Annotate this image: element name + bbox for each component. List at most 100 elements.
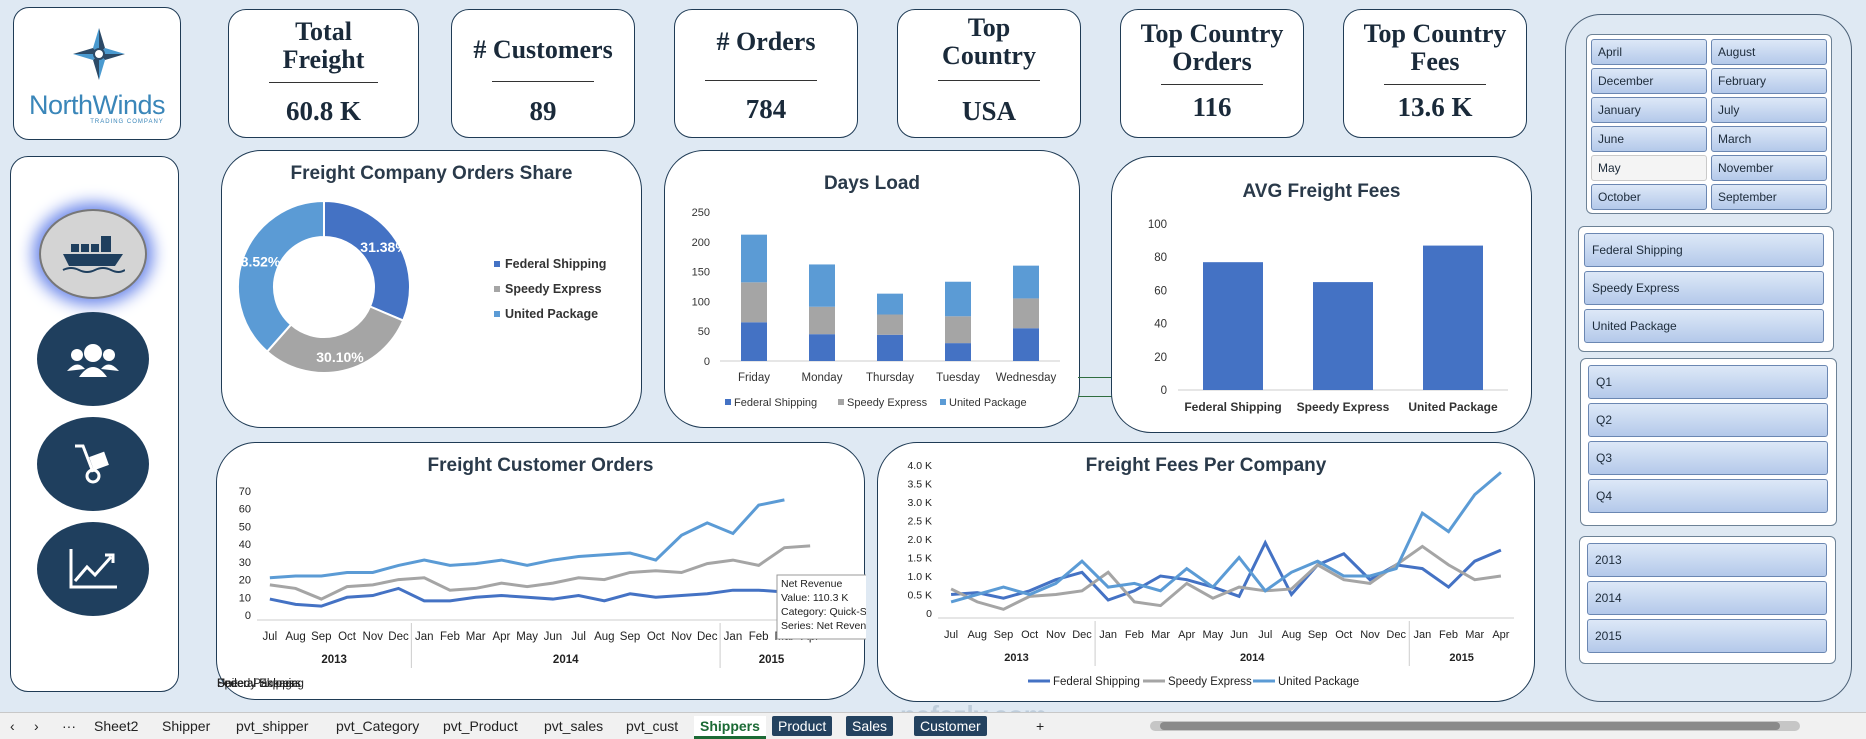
month-slicer-item[interactable]: May xyxy=(1591,155,1707,181)
add-sheet-icon[interactable]: + xyxy=(1036,718,1045,734)
bar[interactable] xyxy=(1423,245,1483,390)
stacked-bar-segment[interactable] xyxy=(877,314,903,335)
hand-truck-icon xyxy=(75,444,109,484)
year-slicer-item[interactable]: 2013 xyxy=(1587,543,1827,577)
bar[interactable] xyxy=(1203,262,1263,390)
sheet-tab[interactable]: pvt_Product xyxy=(443,718,518,734)
more-sheets-icon[interactable]: ··· xyxy=(62,718,76,734)
y-tick-label: 100 xyxy=(692,296,710,308)
nav-shipping-button[interactable] xyxy=(39,209,147,299)
x-tick-label: May xyxy=(516,631,538,643)
quarter-slicer-item[interactable]: Q2 xyxy=(1588,403,1828,437)
stacked-bar-segment[interactable] xyxy=(1013,265,1039,299)
donut-slice[interactable] xyxy=(323,199,411,322)
legend-label: Speedy Express xyxy=(847,397,928,409)
year-label: 2014 xyxy=(1240,652,1265,664)
shipper-slicer-item[interactable]: Speedy Express xyxy=(1584,271,1824,305)
month-slicer-item[interactable]: August xyxy=(1711,39,1827,65)
year-label: 2013 xyxy=(321,654,347,666)
prev-sheet-icon[interactable]: ‹ xyxy=(10,718,15,734)
x-tick-label: Jan xyxy=(724,631,743,643)
kpi-top-country-fees: Top Country Fees 13.6 K xyxy=(1343,9,1527,138)
y-tick-label: 0 xyxy=(245,610,251,622)
stacked-bar-segment[interactable] xyxy=(877,334,903,361)
sheet-tab[interactable]: pvt_Category xyxy=(336,718,420,734)
stacked-bar-segment[interactable] xyxy=(877,293,903,315)
stacked-bar-segment[interactable] xyxy=(1013,298,1039,329)
month-slicer-item[interactable]: March xyxy=(1711,126,1827,152)
kpi-value: USA xyxy=(961,96,1016,126)
series-line[interactable] xyxy=(269,544,811,601)
donut-slice[interactable] xyxy=(265,305,405,374)
year-slicer-item[interactable]: 2015 xyxy=(1587,619,1827,653)
stacked-bar-segment[interactable] xyxy=(945,281,971,317)
stacked-bar-segment[interactable] xyxy=(741,322,767,361)
scrollbar-thumb[interactable] xyxy=(1160,722,1780,730)
sheet-tab[interactable]: Shippers xyxy=(694,716,766,739)
quarter-slicer-item[interactable]: Q4 xyxy=(1588,479,1828,513)
month-slicer-item[interactable]: January xyxy=(1591,97,1707,123)
x-tick-label: Jul xyxy=(571,631,586,643)
series-line[interactable] xyxy=(269,586,811,608)
kpi-customers: # Customers 89 xyxy=(451,9,635,138)
series-line[interactable] xyxy=(950,471,1502,604)
x-tick-label: Oct xyxy=(1335,629,1352,641)
stacked-bar-segment[interactable] xyxy=(1013,328,1039,361)
x-tick-label: Feb xyxy=(1439,629,1458,641)
connector-line xyxy=(1078,396,1113,397)
shipper-slicer-item[interactable]: Federal Shipping xyxy=(1584,233,1824,267)
donut-slice[interactable] xyxy=(237,199,325,353)
nav-customers-button[interactable] xyxy=(37,312,149,406)
legend-label: United Package xyxy=(1278,676,1359,688)
sheet-tab[interactable]: Sheet2 xyxy=(94,718,139,734)
sheet-tab[interactable]: Product xyxy=(772,716,833,736)
nav-sales-button[interactable] xyxy=(37,522,149,616)
kpi-divider xyxy=(705,80,817,81)
stacked-bar-segment[interactable] xyxy=(945,343,971,361)
shipper-slicer-item[interactable]: United Package xyxy=(1584,309,1824,343)
legend-swatch xyxy=(494,286,500,292)
year-slicer-item[interactable]: 2014 xyxy=(1587,581,1827,615)
next-sheet-icon[interactable]: › xyxy=(34,718,39,734)
series-line[interactable] xyxy=(950,544,1502,611)
kpi-divider xyxy=(938,80,1040,81)
chart-title: Freight Fees Per Company xyxy=(1085,455,1327,476)
month-slicer-item[interactable]: December xyxy=(1591,68,1707,94)
quarter-slicer-item[interactable]: Q1 xyxy=(1588,365,1828,399)
legend-label: Federal Shipping xyxy=(1053,676,1140,688)
month-slicer-item[interactable]: February xyxy=(1711,68,1827,94)
sheet-tab[interactable]: Sales xyxy=(846,716,894,736)
stacked-bar-segment[interactable] xyxy=(809,334,835,361)
x-tick-label: Dec xyxy=(1072,629,1092,641)
x-tick-label: Monday xyxy=(802,372,843,384)
horizontal-scrollbar[interactable] xyxy=(1150,721,1800,731)
month-slicer-item[interactable]: September xyxy=(1711,184,1827,210)
x-tick-label: Jul xyxy=(944,629,958,641)
days-load-chart: 0 50 100 150 200 250 Friday Monday Thursday Tuesd… xyxy=(692,207,1060,409)
month-slicer-item[interactable]: June xyxy=(1591,126,1707,152)
kpi-value: 60.8 K xyxy=(285,96,361,126)
stacked-bar-segment[interactable] xyxy=(809,264,835,307)
x-tick-label: Aug xyxy=(285,631,305,643)
legend-swatch xyxy=(940,399,946,405)
x-tick-label: Nov xyxy=(1046,629,1066,641)
x-tick-label: Oct xyxy=(1021,629,1038,641)
sheet-tab[interactable]: pvt_cust xyxy=(626,718,679,734)
nav-products-button[interactable] xyxy=(37,417,149,511)
month-slicer-item[interactable]: October xyxy=(1591,184,1707,210)
stacked-bar-segment[interactable] xyxy=(809,306,835,335)
y-tick-label: 40 xyxy=(239,539,251,551)
month-slicer-item[interactable]: July xyxy=(1711,97,1827,123)
sheet-tab[interactable]: Shipper xyxy=(162,718,211,734)
sheet-tab[interactable]: pvt_sales xyxy=(544,718,604,734)
month-slicer-item[interactable]: November xyxy=(1711,155,1827,181)
sheet-tab[interactable]: Customer xyxy=(914,716,987,736)
series-line[interactable] xyxy=(269,498,785,580)
stacked-bar-segment[interactable] xyxy=(741,234,767,283)
stacked-bar-segment[interactable] xyxy=(945,316,971,344)
stacked-bar-segment[interactable] xyxy=(741,282,767,323)
quarter-slicer-item[interactable]: Q3 xyxy=(1588,441,1828,475)
month-slicer-item[interactable]: April xyxy=(1591,39,1707,65)
bar[interactable] xyxy=(1313,282,1373,390)
sheet-tab[interactable]: pvt_shipper xyxy=(236,718,309,734)
